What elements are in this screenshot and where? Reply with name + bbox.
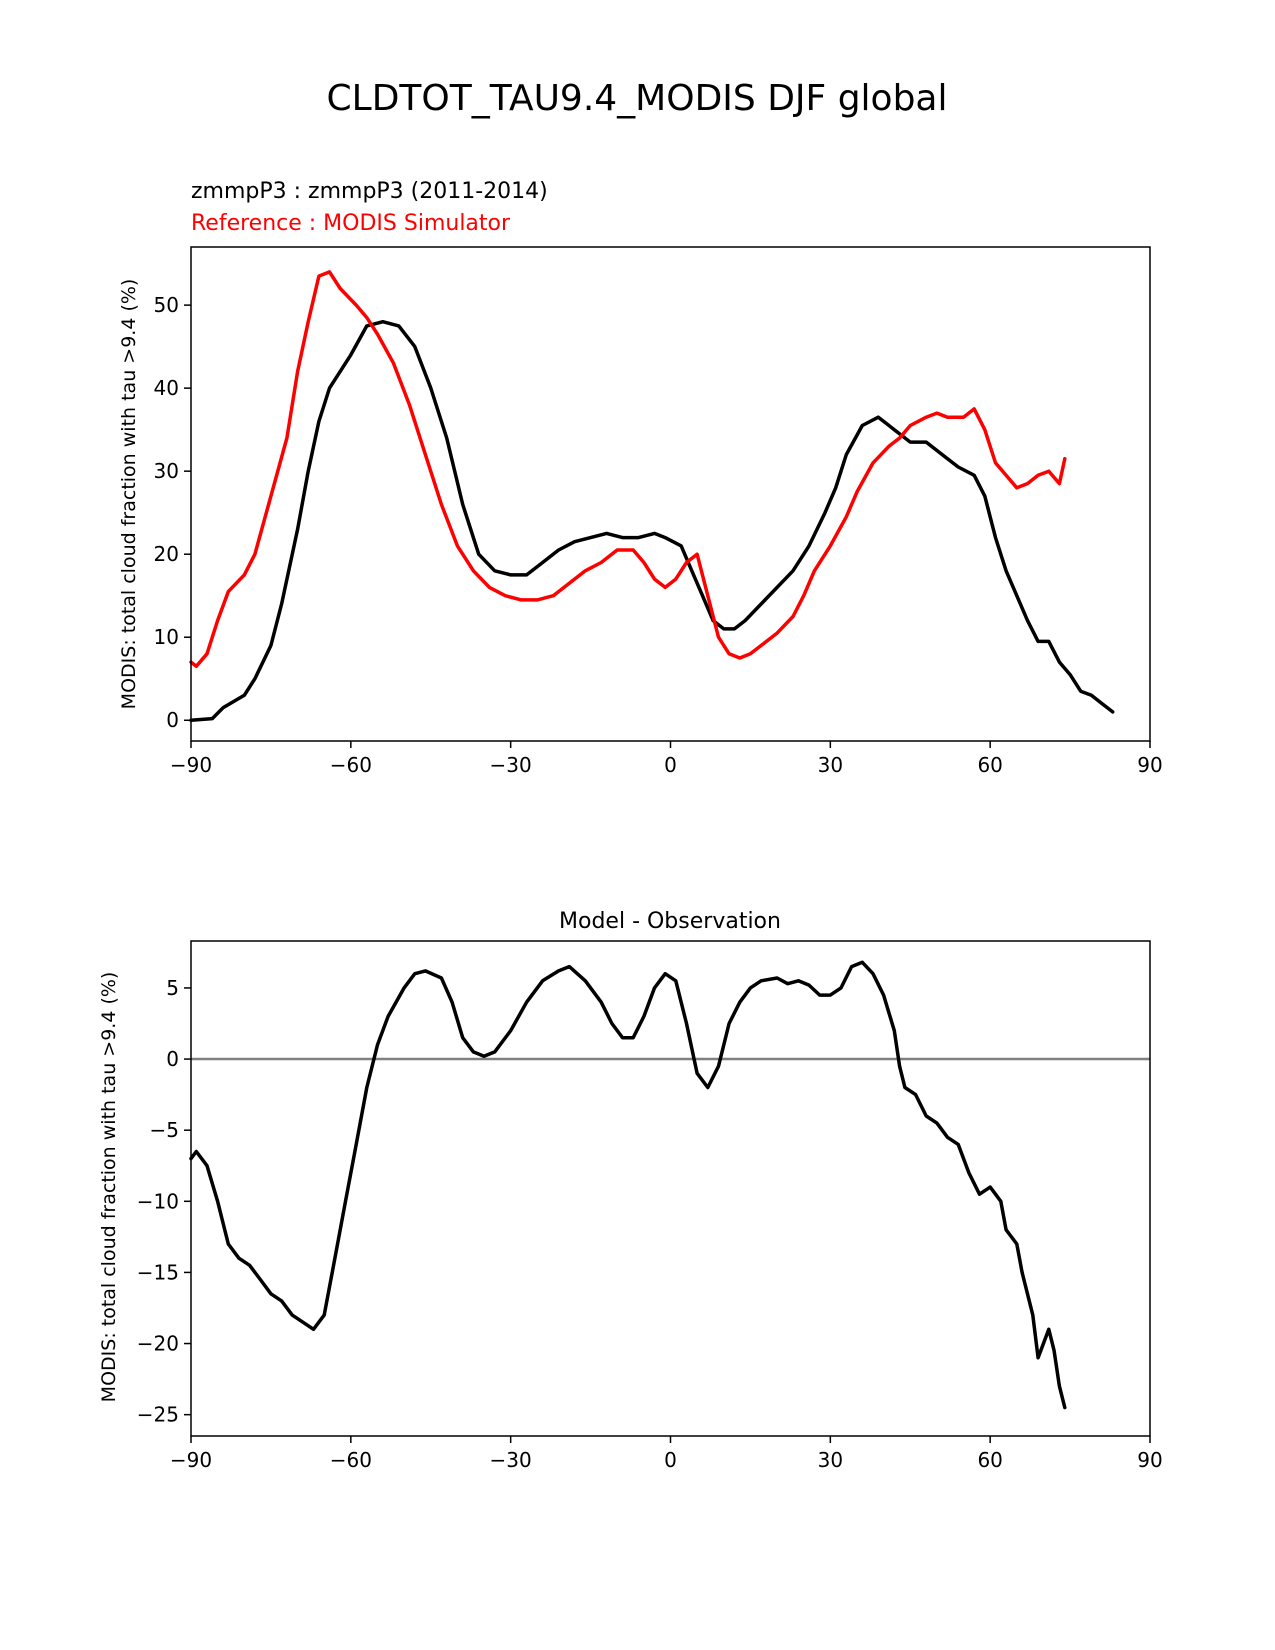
bottom-series-model-observation (189, 960, 1067, 1410)
reference-subtitle: Reference : MODIS Simulator (191, 211, 511, 236)
top-chart: zmmpP3 : zmmpP3 (2011-2014) Reference : … (118, 179, 1163, 777)
bottom-x-tick-label: 0 (664, 1448, 677, 1472)
top-series-zmmpp3 (189, 319, 1115, 722)
bottom-y-tick-label: −20 (137, 1332, 179, 1356)
top-y-tick-label: 20 (154, 542, 179, 566)
bottom-x-tick-label: −90 (170, 1448, 212, 1472)
top-y-tick-label: 30 (154, 459, 179, 483)
bottom-y-tick-label: 0 (166, 1047, 179, 1071)
top-x-tick-label: 90 (1137, 753, 1162, 777)
bottom-y-tick-label: −5 (150, 1118, 179, 1142)
bottom-x-tick-label: −30 (490, 1448, 532, 1472)
top-x-tick-label: 60 (977, 753, 1002, 777)
bottom-y-tick-label: −10 (137, 1189, 179, 1213)
bottom-x-tick-label: 30 (818, 1448, 843, 1472)
top-y-axis-label: MODIS: total cloud fraction with tau >9.… (118, 279, 140, 710)
top-y-tick-label: 0 (166, 708, 179, 732)
top-y-tick-label: 10 (154, 625, 179, 649)
top-x-tick-label: 30 (818, 753, 843, 777)
bottom-y-axis-label: MODIS: total cloud fraction with tau >9.… (98, 972, 120, 1403)
top-x-tick-label: −30 (490, 753, 532, 777)
bottom-y-tick-label: 5 (166, 976, 179, 1000)
top-plot-frame (190, 246, 1151, 742)
top-axis-ticks: −90 −60 −30 0 30 60 90 0 10 20 30 40 50 (154, 293, 1163, 777)
bottom-x-tick-label: 60 (977, 1448, 1002, 1472)
figure-title: CLDTOT_TAU9.4_MODIS DJF global (327, 78, 948, 119)
bottom-y-tick-label: −25 (137, 1403, 179, 1427)
top-series-modis-simulator (189, 270, 1067, 669)
bottom-x-tick-label: −60 (330, 1448, 372, 1472)
top-x-tick-label: −60 (330, 753, 372, 777)
bottom-chart: Model - Observation MODIS: total cloud f… (98, 909, 1163, 1472)
top-x-tick-label: −90 (170, 753, 212, 777)
bottom-series-group (189, 960, 1067, 1410)
bottom-chart-title: Model - Observation (559, 909, 781, 934)
top-series-group (189, 270, 1115, 722)
bottom-y-tick-label: −15 (137, 1260, 179, 1284)
bottom-x-tick-label: 90 (1137, 1448, 1162, 1472)
bottom-plot-frame (190, 940, 1151, 1437)
bottom-axis-ticks: −90 −60 −30 0 30 60 90 5 0 −5 −10 −15 −20 −25 (137, 976, 1163, 1472)
top-x-tick-label: 0 (664, 753, 677, 777)
top-y-tick-label: 40 (154, 376, 179, 400)
top-y-tick-label: 50 (154, 293, 179, 317)
model-subtitle: zmmpP3 : zmmpP3 (2011-2014) (191, 179, 548, 204)
